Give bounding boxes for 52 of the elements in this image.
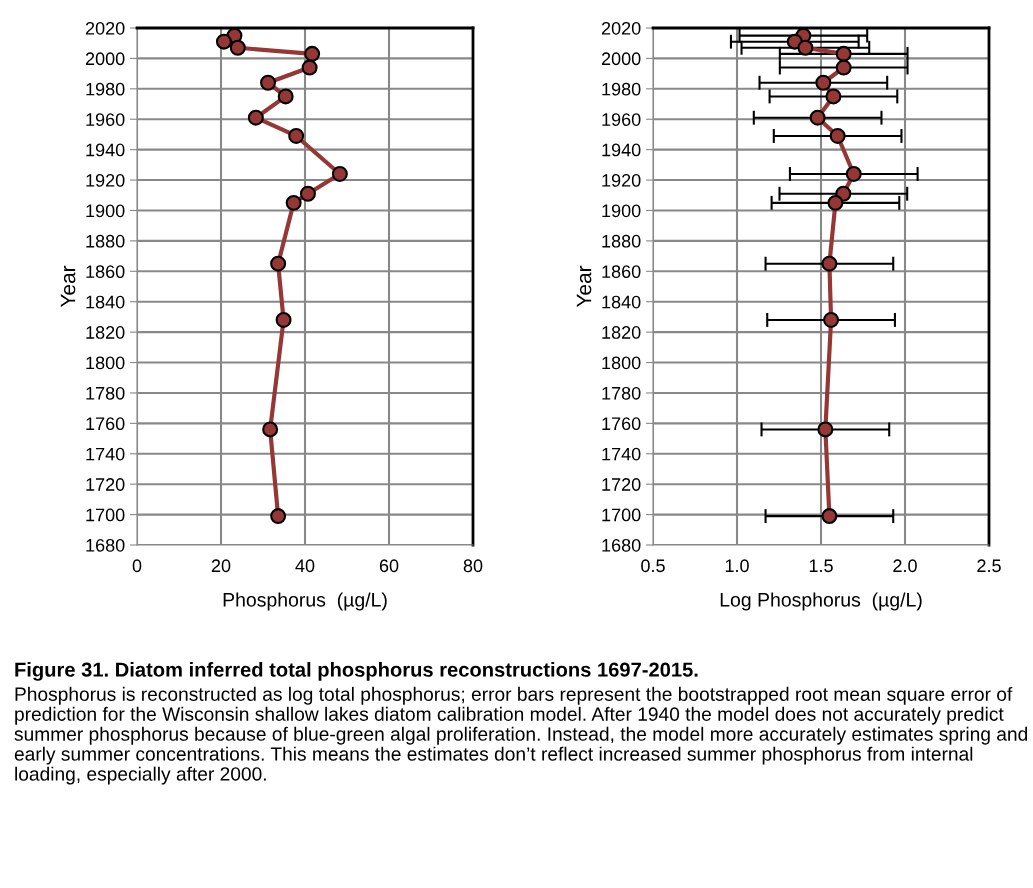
text: Phosphorus is reconstructed as log total phosphorus; error bars represent the bootstrapped root mean square error of prediction for the Wisconsin shallow lakes diatom calibration model. After 1940 the model does not accurately predict summer phosphorus because of blue-green algal proliferation. Instead, the model more accurately estimates spring and early summer concentrations. This means the estimates don’t reflect increased summer phosphorus from internal loading, especially after 2000.	[14, 686, 1028, 785]
y-tick-label: 1820	[86, 326, 125, 339]
y-tick-label: 1740	[602, 447, 641, 461]
y-tick-label: 1920	[86, 173, 125, 187]
x-tick-label: 1.5	[809, 559, 833, 573]
y-tick-label: 1960	[602, 113, 641, 126]
y-tick-label: 1960	[86, 113, 125, 126]
y-tick-label: 1700	[602, 508, 641, 522]
y-tick-label: 1740	[86, 447, 125, 461]
y-tick-label: 1720	[602, 478, 641, 491]
y-tick-label: 1760	[602, 417, 641, 431]
y-tick-label: 1900	[86, 204, 125, 218]
y-tick-label: 1840	[602, 295, 641, 309]
x-tick-label: 1.0	[725, 559, 749, 573]
y-tick-label: 2000	[601, 52, 641, 66]
y-tick-label: 1800	[602, 356, 641, 370]
y-tick-label: 1820	[602, 326, 641, 339]
y-tick-label: 2000	[85, 52, 125, 66]
y-tick-label: 1940	[602, 143, 641, 157]
y-tick-label: 2020	[85, 21, 125, 35]
x-axis-title: Phosphorus (µg/L)	[223, 592, 387, 611]
y-tick-label: 1760	[86, 417, 125, 431]
y-tick-label: 1900	[602, 204, 641, 218]
y-tick-label: 1860	[86, 265, 125, 279]
x-tick-label: 0	[132, 559, 142, 573]
y-tick-label: 1680	[86, 538, 125, 552]
x-tick-label: 40	[295, 559, 315, 573]
y-tick-label: 1860	[602, 265, 641, 279]
caption: Figure 31. Diatom inferred total phosphorus reconstructions 1697-2015.	[15, 662, 698, 681]
y-tick-label: 1780	[602, 386, 641, 400]
x-tick-label: 0.5	[641, 559, 665, 573]
y-tick-label: 1880	[602, 234, 641, 248]
y-tick-label: 1800	[86, 356, 125, 370]
y-axis-title: Year	[576, 265, 592, 308]
y-tick-label: 1840	[86, 295, 125, 309]
y-tick-label: 1720	[86, 478, 125, 491]
y-tick-label: 1980	[86, 82, 125, 96]
y-tick-label: 1780	[86, 386, 125, 400]
y-tick-label: 1920	[602, 173, 641, 187]
y-tick-label: 1680	[602, 538, 641, 552]
y-tick-label: 1880	[86, 234, 125, 248]
x-tick-label: 2.0	[893, 559, 917, 573]
x-tick-label: 20	[211, 559, 231, 573]
x-tick-label: 80	[463, 559, 483, 573]
x-tick-label: 2.5	[977, 559, 1001, 573]
y-tick-label: 2020	[601, 21, 641, 35]
x-tick-label: 60	[379, 559, 399, 573]
y-tick-label: 1940	[86, 143, 125, 157]
y-axis-title: Year	[60, 265, 76, 308]
x-axis-title: Log Phosphorus (µg/L)	[720, 592, 922, 611]
y-tick-label: 1700	[86, 508, 125, 522]
y-tick-label: 1980	[602, 82, 641, 96]
